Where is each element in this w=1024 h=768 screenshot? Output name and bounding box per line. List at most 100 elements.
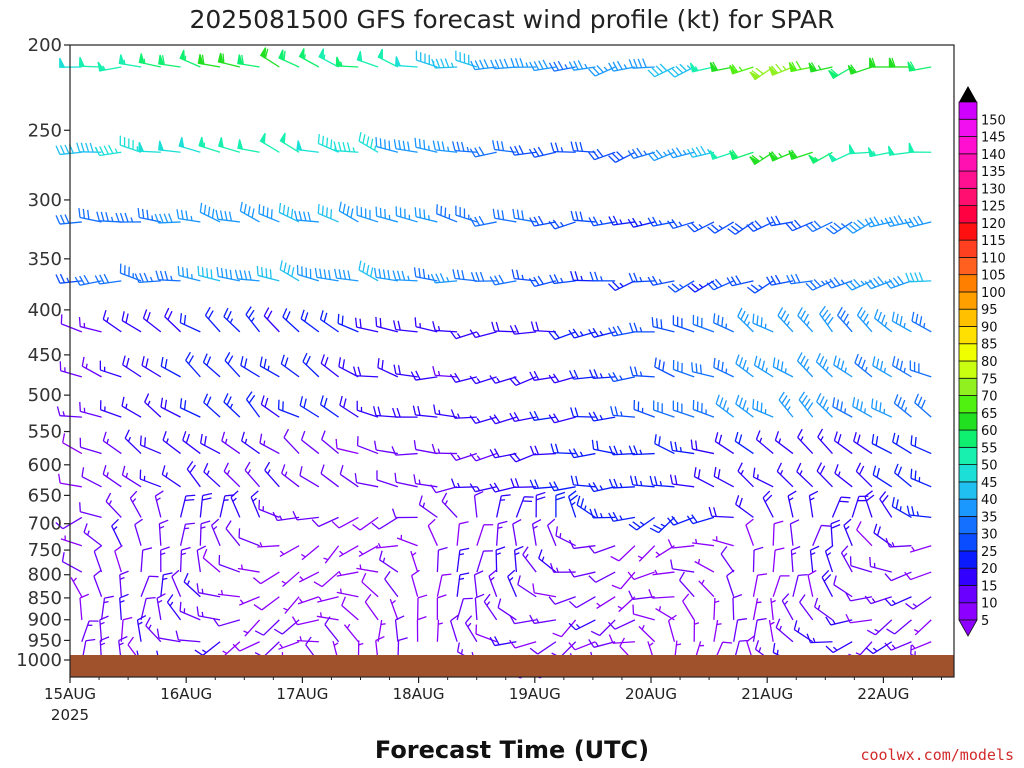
wind-barb: [549, 274, 576, 285]
wind-barb: [865, 641, 893, 655]
wind-barb: [735, 354, 754, 378]
wind-barb: [713, 619, 722, 642]
wind-barb: [691, 362, 715, 378]
color-level-label: 120: [981, 217, 1006, 232]
wind-barb: [179, 522, 195, 546]
wind-barb: [872, 465, 893, 488]
wind-barb: [234, 269, 260, 282]
color-swatch: [958, 222, 978, 241]
wind-barb: [197, 265, 221, 282]
wind-barb: [280, 354, 300, 378]
wind-barb: [588, 411, 616, 422]
wind-barb: [413, 440, 438, 455]
wind-barb: [772, 357, 794, 378]
wind-barb: [199, 520, 211, 546]
x-tick-label: 21AUG: [741, 685, 793, 703]
wind-barb: [692, 538, 715, 547]
wind-barb: [250, 490, 261, 518]
wind-barb: [752, 313, 774, 333]
wind-barb: [217, 52, 240, 68]
wind-barb: [517, 575, 537, 598]
wind-barb: [414, 317, 438, 333]
wind-barb: [239, 596, 260, 606]
wind-barb: [733, 618, 748, 642]
wind-barb: [301, 545, 320, 561]
wind-barb: [837, 306, 853, 333]
wind-barb: [338, 545, 359, 558]
wind-barb: [475, 624, 497, 643]
wind-barb: [891, 356, 912, 378]
wind-barb: [394, 615, 405, 642]
wind-barb: [297, 596, 320, 605]
wind-barb: [854, 353, 873, 378]
wind-barb: [884, 275, 912, 289]
wind-barb: [432, 321, 458, 333]
wind-barb: [299, 396, 320, 418]
wind-barb: [302, 352, 320, 378]
wind-barb: [796, 462, 814, 488]
wind-barb: [649, 475, 675, 488]
color-swatch: [958, 533, 978, 552]
wind-barb: [840, 545, 853, 573]
wind-barb: [341, 596, 359, 621]
wind-barb: [278, 49, 300, 68]
color-swatch: [958, 602, 978, 621]
wind-barb: [694, 558, 715, 573]
wind-barb: [199, 492, 213, 518]
wind-barb: [413, 474, 438, 488]
wind-barb: [589, 271, 616, 282]
wind-barb: [652, 400, 675, 418]
wind-barb: [647, 149, 675, 162]
wind-barb: [238, 528, 260, 547]
wind-barb: [121, 465, 142, 488]
wind-barb: [713, 357, 734, 378]
wind-barb: [375, 542, 398, 549]
wind-barb: [628, 516, 656, 531]
wind-barb: [713, 313, 734, 333]
color-swatch: [958, 585, 978, 604]
wind-barb: [732, 594, 743, 620]
wind-barb: [489, 274, 517, 286]
wind-barb: [237, 54, 260, 68]
wind-barb: [522, 546, 537, 573]
wind-barb: [58, 473, 82, 488]
wind-barb: [81, 356, 102, 378]
ground-fill: [70, 655, 954, 677]
wind-barb: [608, 478, 635, 489]
wind-barb: [196, 583, 221, 598]
wind-barb: [687, 280, 715, 293]
wind-barb: [203, 393, 221, 418]
wind-barb: [715, 394, 735, 418]
wind-barb: [377, 619, 386, 642]
wind-barb: [391, 508, 418, 519]
wind-barb: [672, 359, 695, 378]
wind-barb: [114, 544, 123, 573]
wind-barb: [507, 569, 517, 597]
wind-barb: [455, 50, 478, 68]
wind-barb: [431, 443, 458, 455]
wind-barb: [324, 616, 340, 643]
y-tick-label: 1000: [16, 650, 62, 671]
wind-barb: [904, 571, 932, 581]
wind-barb: [218, 555, 241, 573]
wind-barb: [806, 633, 833, 644]
wind-barb: [318, 48, 339, 68]
wind-barb: [452, 269, 477, 282]
wind-barb: [483, 593, 498, 621]
color-swatch: [958, 256, 978, 276]
wind-barb: [179, 313, 201, 333]
wind-barb: [910, 468, 932, 488]
wind-barb: [726, 275, 754, 287]
wind-barb: [752, 467, 774, 488]
wind-barb: [768, 619, 775, 642]
wind-barb: [825, 221, 853, 235]
wind-barb: [752, 617, 767, 642]
wind-barb: [333, 141, 359, 153]
wind-barb: [568, 539, 596, 550]
wind-barb: [910, 435, 932, 455]
wind-barb: [510, 57, 537, 68]
wind-barb: [496, 494, 511, 518]
wind-barb: [449, 330, 478, 340]
wind-barb: [772, 547, 785, 573]
wind-barb: [588, 545, 616, 554]
